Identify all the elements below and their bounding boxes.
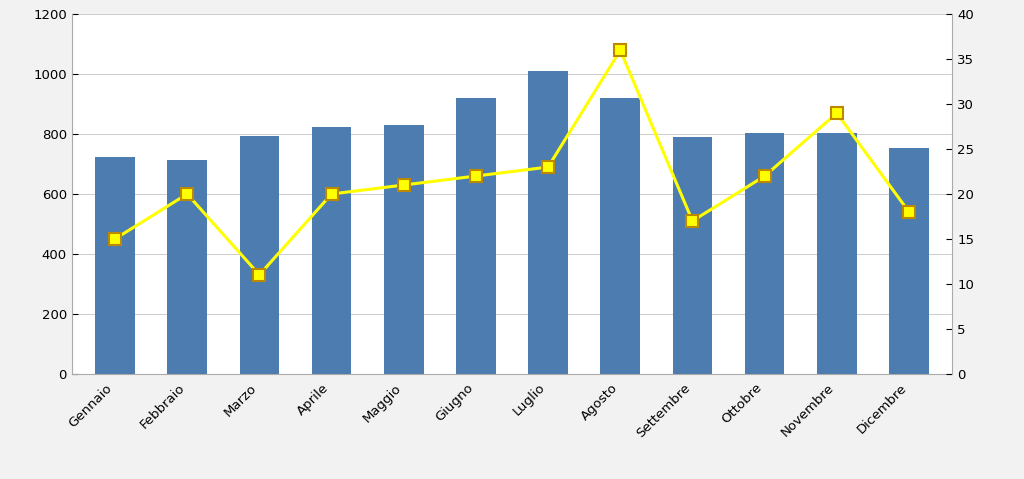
Bar [384, 125, 424, 374]
Bar [889, 148, 929, 374]
Bar [744, 133, 784, 374]
Bar [456, 98, 496, 374]
Bar [817, 133, 857, 374]
Bar [167, 160, 207, 374]
Bar [600, 98, 640, 374]
Bar [311, 126, 351, 374]
Bar [528, 71, 568, 374]
Bar [95, 157, 135, 374]
Bar [673, 137, 713, 374]
Bar [240, 136, 280, 374]
